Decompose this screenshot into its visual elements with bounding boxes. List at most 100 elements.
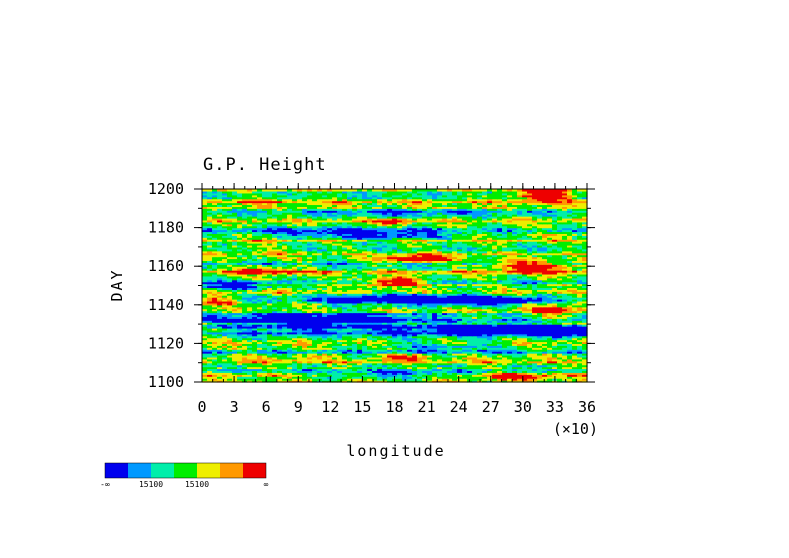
heatmap-cell xyxy=(292,314,298,317)
heatmap-cell xyxy=(292,256,298,260)
heatmap-cell xyxy=(572,364,578,368)
heatmap-cell xyxy=(212,289,218,292)
heatmap-cell xyxy=(397,297,403,300)
heatmap-cell xyxy=(302,320,308,323)
heatmap-cell xyxy=(517,270,523,273)
heatmap-cell xyxy=(482,308,488,312)
heatmap-cell xyxy=(432,327,438,331)
heatmap-cell xyxy=(242,370,248,373)
heatmap-cell xyxy=(507,380,513,383)
heatmap-cell xyxy=(337,289,343,292)
heatmap-cell xyxy=(422,354,428,358)
heatmap-cell xyxy=(387,337,393,341)
heatmap-cell xyxy=(277,306,283,310)
heatmap-cell xyxy=(392,299,398,302)
heatmap-cell xyxy=(447,335,453,339)
heatmap-cell xyxy=(297,354,303,358)
heatmap-cell xyxy=(227,270,233,273)
heatmap-cell xyxy=(287,314,293,317)
heatmap-cell xyxy=(252,368,258,372)
heatmap-cell xyxy=(487,295,493,298)
heatmap-cell xyxy=(362,358,368,362)
heatmap-cell xyxy=(267,372,273,375)
heatmap-cell xyxy=(437,302,443,306)
heatmap-cell xyxy=(397,356,403,360)
heatmap-cell xyxy=(407,266,413,269)
heatmap-cell xyxy=(497,268,503,271)
heatmap-cell xyxy=(307,356,313,360)
heatmap-cell xyxy=(367,380,373,383)
heatmap-cell xyxy=(387,316,393,319)
heatmap-cell xyxy=(387,327,393,331)
heatmap-cell xyxy=(282,287,288,290)
heatmap-cell xyxy=(442,316,448,319)
heatmap-cell xyxy=(497,318,503,321)
heatmap-cell xyxy=(567,293,573,296)
heatmap-cell xyxy=(262,345,268,348)
heatmap-cell xyxy=(417,354,423,358)
heatmap-cell xyxy=(217,268,223,271)
heatmap-cell xyxy=(547,283,553,287)
heatmap-cell xyxy=(322,299,328,302)
heatmap-cell xyxy=(317,312,323,316)
heatmap-cell xyxy=(577,333,583,337)
heatmap-cell xyxy=(302,277,308,281)
heatmap-cell xyxy=(522,349,528,352)
heatmap-cell xyxy=(487,258,493,262)
heatmap-cell xyxy=(552,289,558,292)
heatmap-cell xyxy=(502,326,508,329)
heatmap-cell xyxy=(552,360,558,364)
heatmap-cell xyxy=(362,329,368,333)
heatmap-cell xyxy=(472,273,478,277)
heatmap-cell xyxy=(392,324,398,327)
heatmap-cell xyxy=(242,364,248,368)
heatmap-cell xyxy=(517,262,523,265)
heatmap-cell xyxy=(312,337,318,341)
heatmap-cell xyxy=(202,378,208,381)
heatmap-cell xyxy=(427,310,433,314)
heatmap-cell xyxy=(402,329,408,333)
heatmap-cell xyxy=(227,260,233,263)
heatmap-cell xyxy=(397,335,403,339)
heatmap-cell xyxy=(527,341,533,344)
heatmap-cell xyxy=(532,304,538,308)
heatmap-cell xyxy=(297,273,303,277)
heatmap-cell xyxy=(262,297,268,300)
heatmap-cell xyxy=(442,308,448,312)
heatmap-cell xyxy=(527,281,533,285)
heatmap-cell xyxy=(287,300,293,304)
heatmap-cell xyxy=(382,356,388,360)
heatmap-cell xyxy=(472,353,478,356)
heatmap-cell xyxy=(377,264,383,267)
heatmap-cell xyxy=(247,354,253,358)
heatmap-cell xyxy=(317,268,323,271)
heatmap-cell xyxy=(357,258,363,262)
heatmap-cell xyxy=(377,302,383,306)
heatmap-cell xyxy=(457,291,463,294)
heatmap-cell xyxy=(507,283,513,287)
heatmap-cell xyxy=(492,362,498,366)
heatmap-cell xyxy=(352,285,358,289)
heatmap-cell xyxy=(457,378,463,381)
heatmap-cell xyxy=(242,264,248,267)
heatmap-cell xyxy=(512,262,518,265)
heatmap-cell xyxy=(392,353,398,356)
heatmap-cell xyxy=(372,360,378,364)
heatmap-cell xyxy=(462,304,468,308)
heatmap-cell xyxy=(252,312,258,316)
heatmap-cell xyxy=(482,339,488,343)
heatmap-cell xyxy=(417,291,423,294)
heatmap-cell xyxy=(402,308,408,312)
heatmap-cell xyxy=(337,368,343,372)
heatmap-cell xyxy=(527,297,533,300)
heatmap-cell xyxy=(222,287,228,290)
heatmap-cell xyxy=(407,275,413,279)
heatmap-cell xyxy=(417,339,423,343)
heatmap-cell xyxy=(387,335,393,339)
heatmap-cell xyxy=(362,318,368,321)
heatmap-cell xyxy=(202,326,208,329)
heatmap-cell xyxy=(217,279,223,283)
heatmap-cell xyxy=(407,316,413,319)
heatmap-cell xyxy=(342,277,348,281)
heatmap-cell xyxy=(327,264,333,267)
